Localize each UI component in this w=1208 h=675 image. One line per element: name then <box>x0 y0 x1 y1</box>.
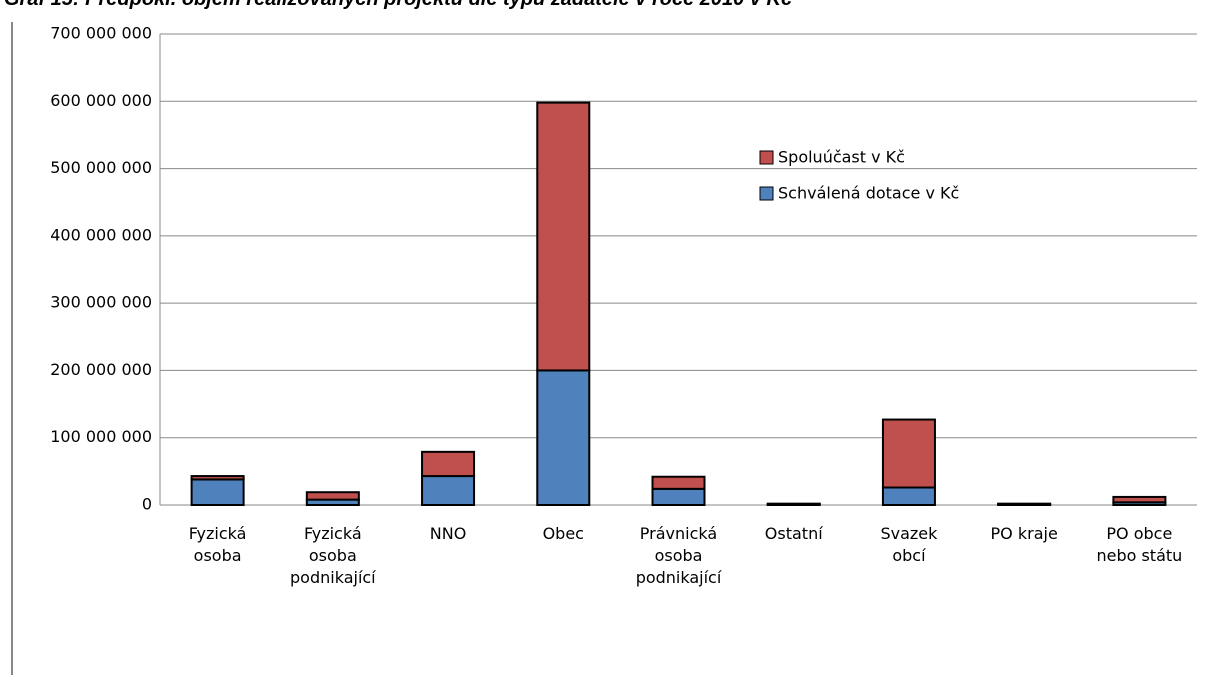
legend-label: Schválená dotace v Kč <box>778 184 959 203</box>
bar-segment <box>421 475 476 506</box>
x-tick-label: Svazek obcí <box>880 524 938 565</box>
x-tick-label: Fyzická osoba podnikající <box>290 524 376 587</box>
bar-segment <box>536 101 591 372</box>
y-tick-label: 100 000 000 <box>50 427 152 446</box>
y-tick-label: 700 000 000 <box>50 24 152 43</box>
x-tick-label: Právnická osoba podnikající <box>635 524 722 587</box>
x-tick-label: NNO <box>429 524 467 543</box>
bar-segment <box>651 475 706 490</box>
bar-segment <box>421 450 476 478</box>
bar-segment <box>536 369 591 506</box>
y-tick-label: 0 <box>142 495 152 514</box>
x-tick-label: PO kraje <box>990 524 1058 543</box>
y-tick-label: 200 000 000 <box>50 360 152 379</box>
bar-segment <box>881 418 936 489</box>
x-tick-label: Obec <box>542 524 584 543</box>
bar-segment <box>881 486 936 506</box>
y-tick-label: 600 000 000 <box>50 91 152 110</box>
legend-swatch <box>759 186 774 201</box>
legend-swatch <box>759 150 774 165</box>
y-tick-label: 500 000 000 <box>50 158 152 177</box>
x-tick-label: Fyzická osoba <box>188 524 247 565</box>
bar-segment <box>190 478 245 506</box>
y-tick-label: 300 000 000 <box>50 293 152 312</box>
bar-segment <box>190 475 245 481</box>
y-tick-label: 400 000 000 <box>50 225 152 244</box>
legend-label: Spoluúčast v Kč <box>778 148 905 167</box>
bar-segment <box>997 502 1052 506</box>
x-tick-label: PO obce nebo státu <box>1096 524 1183 565</box>
x-tick-label: Ostatní <box>764 524 823 543</box>
bar-segment <box>651 487 706 507</box>
bar-segment <box>305 491 360 501</box>
chart-title: Graf 15: Předpokl. objem realizovaných p… <box>4 0 792 11</box>
bar-segment <box>766 502 821 506</box>
bar-segment <box>1112 495 1167 504</box>
